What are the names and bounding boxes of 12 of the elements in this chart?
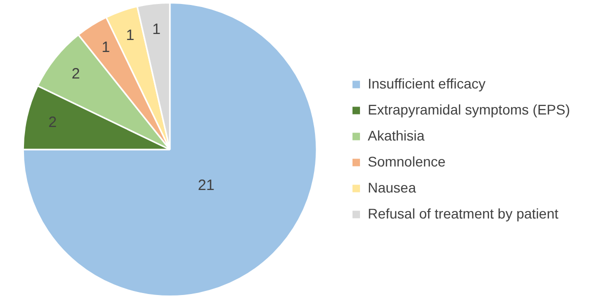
- data-label: 1: [126, 27, 134, 44]
- data-label: 1: [102, 38, 110, 56]
- legend-label: Akathisia: [368, 127, 425, 144]
- data-label: 21: [198, 176, 215, 194]
- data-label: 1: [152, 21, 161, 38]
- legend-label: Refusal of treatment by patient: [368, 205, 559, 222]
- legend-label: Somnolence: [368, 153, 446, 170]
- data-label: 2: [72, 66, 80, 83]
- legend-label: Extrapyramidal symptoms (EPS): [368, 101, 570, 118]
- legend-label: Nausea: [368, 179, 416, 196]
- data-label: 2: [48, 114, 57, 131]
- legend-label: Insufficient efficacy: [368, 75, 486, 92]
